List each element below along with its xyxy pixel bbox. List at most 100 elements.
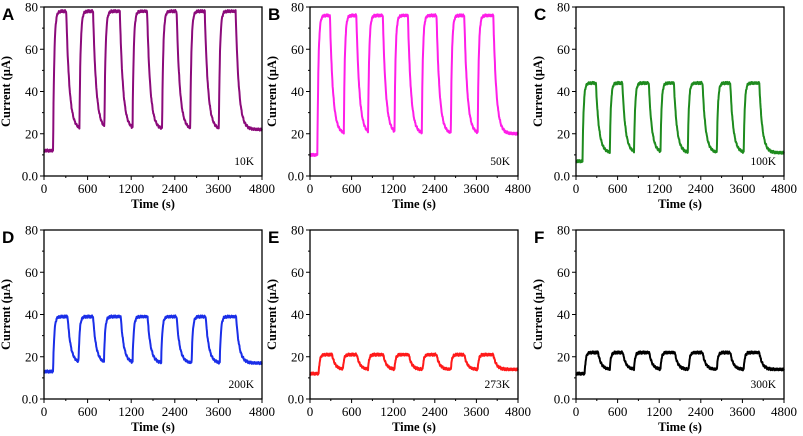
- y-tick-label: 20: [291, 349, 304, 364]
- x-axis-title: Time (s): [131, 197, 175, 211]
- x-tick-label: 4800: [771, 181, 797, 196]
- y-tick-label: 60: [557, 265, 570, 280]
- y-tick-label: 0.0: [554, 169, 570, 184]
- x-tick-label: 0: [307, 181, 314, 196]
- x-tick-label: 1200: [118, 181, 144, 196]
- y-axis-title: Current (μA): [531, 279, 545, 350]
- x-tick-label: 0: [307, 404, 314, 419]
- temperature-label: 10K: [234, 156, 255, 168]
- temperature-label: 273K: [484, 379, 510, 391]
- y-axis-title: Current (μA): [265, 56, 279, 127]
- series-line-c: [575, 80, 785, 164]
- x-tick-label: 1200: [118, 404, 144, 419]
- x-axis-title: Time (s): [392, 420, 436, 434]
- panel-letter-c: C: [534, 5, 546, 24]
- x-tick-label: 2400: [422, 404, 448, 419]
- x-tick-label: 600: [78, 404, 98, 419]
- x-tick-label: 2400: [688, 181, 714, 196]
- y-tick-label: 60: [25, 42, 38, 57]
- y-tick-label: 80: [291, 223, 304, 238]
- x-tick-label: 600: [78, 181, 98, 196]
- x-tick-label: 3600: [729, 181, 755, 196]
- x-tick-label: 2400: [688, 404, 714, 419]
- panel-letter-d: D: [2, 228, 14, 247]
- x-tick-label: 4800: [249, 404, 275, 419]
- y-tick-label: 0.0: [288, 392, 304, 407]
- x-tick-label: 2400: [422, 181, 448, 196]
- series-line-e: [309, 352, 519, 376]
- temperature-label: 200K: [228, 379, 254, 391]
- y-tick-label: 0.0: [288, 169, 304, 184]
- temperature-label: 100K: [750, 156, 776, 168]
- x-axis-title: Time (s): [131, 420, 175, 434]
- plot-frame-a: [43, 6, 263, 177]
- plot-frame-e: [309, 229, 519, 400]
- y-tick-label: 40: [291, 84, 304, 99]
- x-tick-label: 4800: [505, 181, 531, 196]
- panel-letter-b: B: [268, 5, 280, 24]
- y-tick-label: 80: [557, 223, 570, 238]
- y-tick-label: 60: [291, 42, 304, 57]
- temperature-label: 50K: [490, 156, 511, 168]
- y-tick-label: 40: [291, 307, 304, 322]
- y-tick-label: 80: [25, 0, 38, 15]
- y-tick-label: 40: [557, 84, 570, 99]
- x-tick-label: 4800: [771, 404, 797, 419]
- y-tick-label: 80: [557, 0, 570, 15]
- x-axis-title: Time (s): [392, 197, 436, 211]
- y-tick-label: 0.0: [22, 392, 38, 407]
- x-tick-label: 3600: [463, 181, 489, 196]
- x-tick-label: 3600: [205, 404, 231, 419]
- x-axis-title: Time (s): [658, 420, 702, 434]
- y-axis-title: Current (μA): [0, 279, 13, 350]
- x-tick-label: 1200: [646, 404, 672, 419]
- y-axis-title: Current (μA): [0, 56, 13, 127]
- x-axis-title: Time (s): [658, 197, 702, 211]
- y-tick-label: 40: [557, 307, 570, 322]
- temperature-label: 300K: [750, 379, 776, 391]
- x-tick-label: 600: [608, 181, 628, 196]
- x-tick-label: 600: [342, 181, 362, 196]
- x-tick-label: 1200: [380, 181, 406, 196]
- plot-frame-b: [309, 6, 519, 177]
- x-tick-label: 0: [573, 181, 580, 196]
- x-tick-label: 600: [608, 404, 628, 419]
- panel-letter-a: A: [2, 5, 14, 24]
- x-tick-label: 2400: [162, 404, 188, 419]
- y-tick-label: 20: [25, 126, 38, 141]
- x-tick-label: 1200: [646, 181, 672, 196]
- y-tick-label: 0.0: [554, 392, 570, 407]
- x-tick-label: 0: [41, 404, 48, 419]
- x-tick-label: 0: [41, 181, 48, 196]
- x-tick-label: 600: [342, 404, 362, 419]
- series-line-f: [575, 350, 785, 376]
- x-tick-label: 2400: [162, 181, 188, 196]
- y-tick-label: 40: [25, 84, 38, 99]
- y-tick-label: 80: [25, 223, 38, 238]
- y-tick-label: 80: [291, 0, 304, 15]
- series-line-a: [43, 9, 263, 153]
- y-tick-label: 20: [25, 349, 38, 364]
- plot-frame-d: [43, 229, 263, 400]
- series-line-b: [309, 13, 519, 158]
- x-tick-label: 3600: [463, 404, 489, 419]
- y-axis-title: Current (μA): [531, 56, 545, 127]
- x-tick-label: 1200: [380, 404, 406, 419]
- y-tick-label: 0.0: [22, 169, 38, 184]
- panel-letter-e: E: [268, 228, 279, 247]
- y-tick-label: 20: [557, 349, 570, 364]
- y-axis-title: Current (μA): [265, 279, 279, 350]
- panel-letter-f: F: [534, 228, 544, 247]
- x-tick-label: 0: [573, 404, 580, 419]
- x-tick-label: 3600: [205, 181, 231, 196]
- y-tick-label: 60: [25, 265, 38, 280]
- y-tick-label: 60: [291, 265, 304, 280]
- plot-frame-f: [575, 229, 785, 400]
- x-tick-label: 4800: [505, 404, 531, 419]
- y-tick-label: 60: [557, 42, 570, 57]
- x-tick-label: 3600: [729, 404, 755, 419]
- y-tick-label: 40: [25, 307, 38, 322]
- y-tick-label: 20: [291, 126, 304, 141]
- series-line-d: [43, 314, 263, 374]
